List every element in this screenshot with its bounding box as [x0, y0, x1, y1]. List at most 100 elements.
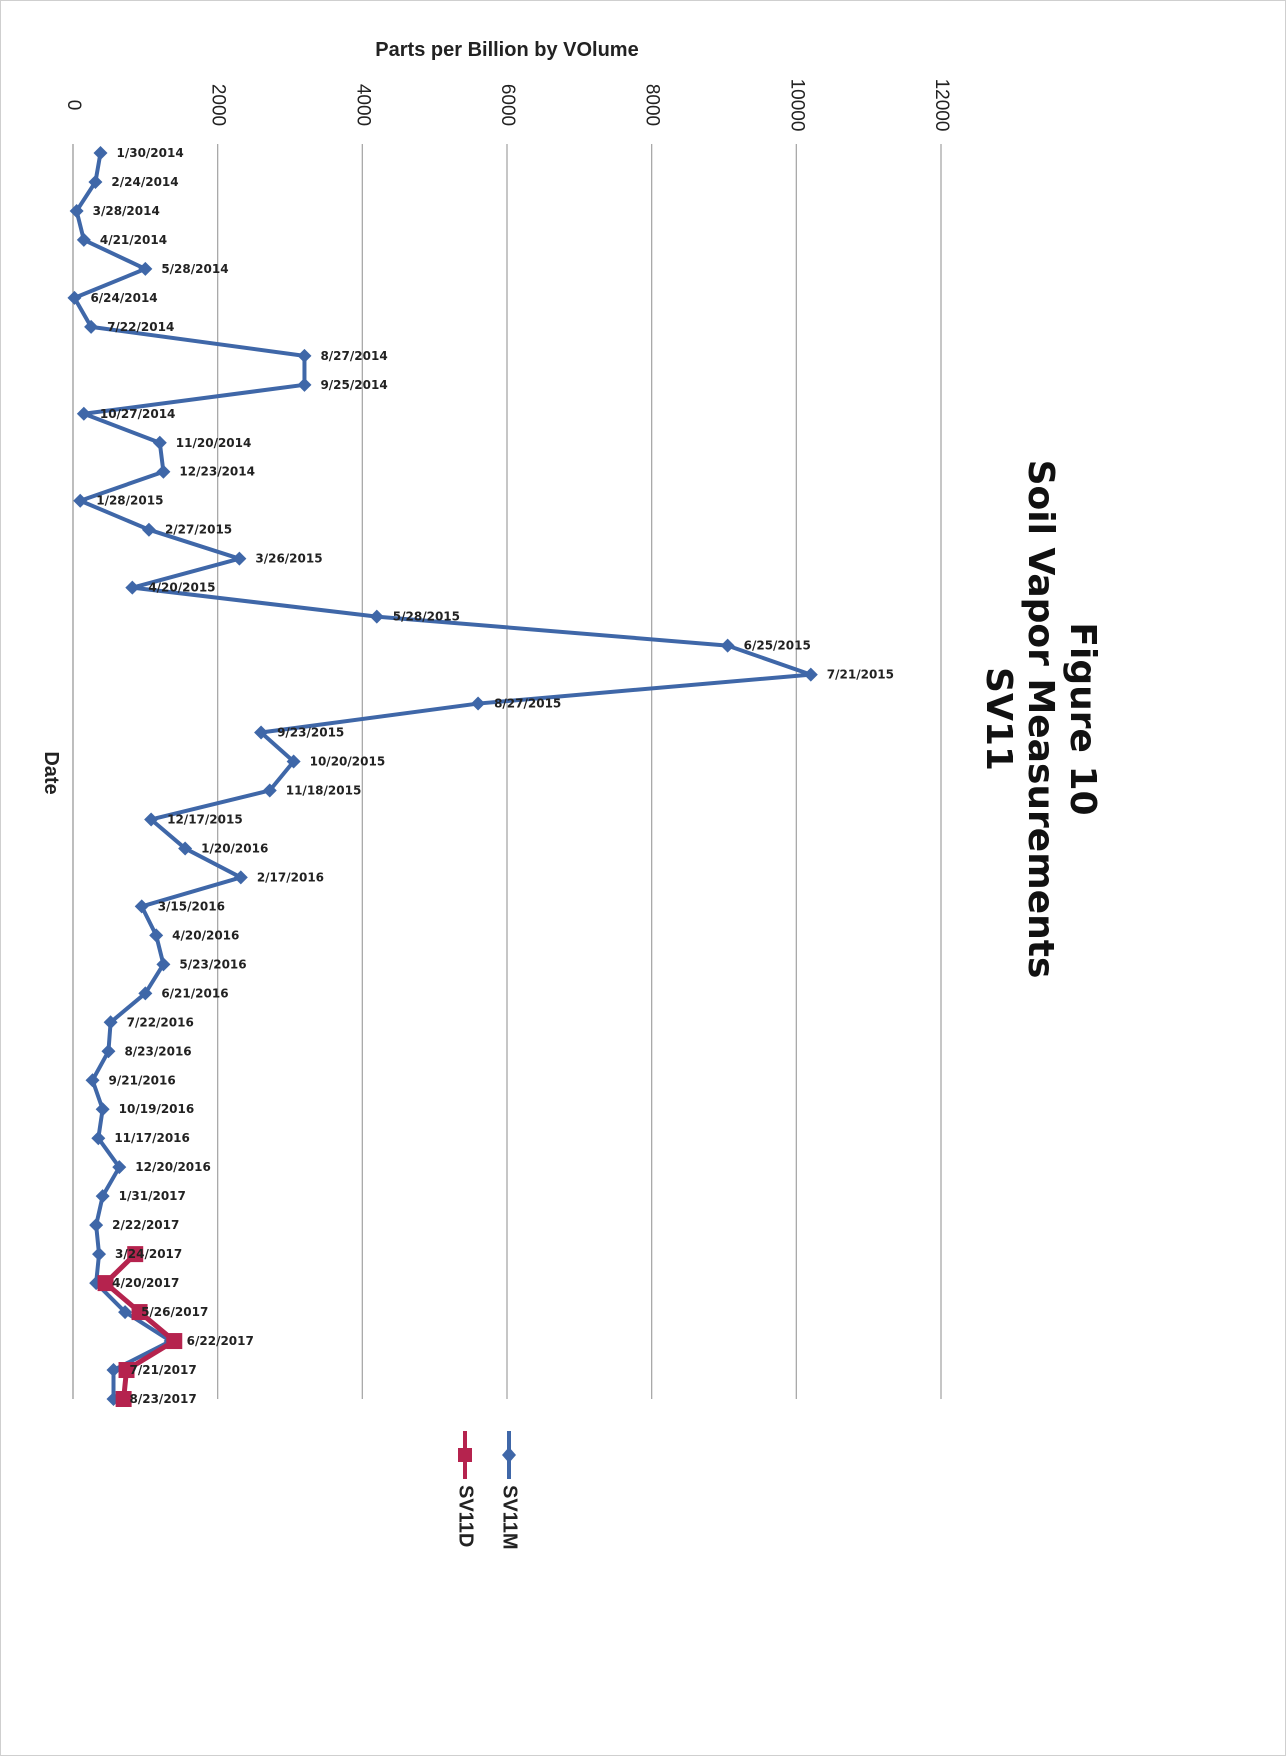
- data-point-SV11M: [76, 406, 91, 421]
- data-point-SV11M: [232, 551, 247, 566]
- data-point-SV11M: [233, 870, 248, 885]
- data-point-SV11M: [112, 1160, 127, 1175]
- x-tick-label: 4/21/2014: [100, 233, 167, 247]
- data-point-SV11M: [152, 435, 167, 450]
- y-tick-label: 10000: [786, 79, 807, 132]
- x-tick-label: 10/19/2016: [119, 1102, 195, 1116]
- x-axis-date-labels: 1/30/2014 2/24/2014 3/28/2014 4/21/2014 5/28…: [90, 146, 894, 1406]
- data-point-SV11M: [149, 928, 164, 943]
- x-tick-label: 6/22/2017: [187, 1334, 254, 1348]
- data-point-SV11M: [93, 146, 108, 160]
- x-tick-label: 9/21/2016: [109, 1073, 176, 1087]
- data-point-SV11D: [127, 1246, 144, 1263]
- x-tick-label: 2/22/2017: [112, 1218, 179, 1232]
- data-point-SV11M: [101, 1044, 116, 1059]
- figure-title-line: Figure 10: [1062, 622, 1103, 815]
- data-point-SV11M: [144, 812, 159, 827]
- x-tick-label: 6/25/2015: [744, 639, 811, 653]
- x-tick-label: 6/24/2014: [90, 291, 157, 305]
- y-tick-label: 12000: [931, 79, 952, 132]
- x-tick-label: 11/17/2016: [114, 1131, 190, 1145]
- x-tick-label: 10/27/2014: [100, 407, 176, 421]
- data-point-SV11M: [85, 1073, 100, 1088]
- x-tick-label: 4/20/2017: [112, 1276, 179, 1290]
- data-point-SV11M: [89, 1218, 104, 1233]
- data-point-SV11M: [118, 1305, 133, 1320]
- data-point-SV11D: [166, 1333, 183, 1350]
- data-point-SV11M: [471, 696, 486, 711]
- x-tick-label: 2/24/2014: [111, 175, 178, 189]
- data-point-SV11M: [286, 754, 301, 769]
- y-tick-label: 6000: [497, 84, 518, 126]
- x-tick-label: 3/24/2017: [115, 1247, 182, 1261]
- x-tick-label: 6/21/2016: [161, 986, 228, 1000]
- data-point-SV11M: [720, 638, 735, 653]
- x-tick-label: 12/20/2016: [135, 1160, 211, 1174]
- data-point-SV11M: [91, 1131, 106, 1146]
- data-point-SV11M: [95, 1189, 110, 1204]
- x-tick-label: 1/28/2015: [96, 494, 163, 508]
- data-point-SV11M: [67, 290, 82, 305]
- x-tick-label: 5/28/2014: [161, 262, 228, 276]
- data-point-SV11M: [141, 522, 156, 537]
- series-line-SV11M: [72, 152, 813, 1399]
- x-tick-label: 11/20/2014: [176, 436, 252, 450]
- x-tick-label: 8/27/2014: [320, 349, 387, 363]
- data-point-SV11M: [134, 899, 149, 914]
- x-tick-label: 8/23/2017: [130, 1392, 197, 1406]
- data-point-SV11M: [73, 493, 88, 508]
- y-axis-ticks: 0 2000 4000 6000 8000 10000 12000: [63, 79, 952, 132]
- data-point-SV11M: [88, 174, 103, 189]
- data-point-SV11M: [297, 377, 312, 392]
- figure-title-line: SV11: [978, 667, 1019, 771]
- x-tick-label: 8/27/2015: [494, 697, 561, 711]
- x-tick-label: 9/25/2014: [320, 378, 387, 392]
- x-tick-label: 5/23/2016: [179, 957, 246, 971]
- x-tick-label: 3/15/2016: [158, 899, 225, 913]
- y-tick-label: 8000: [642, 84, 663, 126]
- data-point-SV11M: [803, 667, 818, 682]
- x-tick-label: 2/27/2015: [165, 523, 232, 537]
- data-point-SV11D: [118, 1362, 135, 1379]
- data-point-SV11M: [369, 609, 384, 624]
- data-point-SV11M: [138, 986, 153, 1001]
- data-point-SV11M: [95, 1102, 110, 1117]
- data-point-SV11D: [131, 1304, 148, 1321]
- legend-marker: [458, 1448, 472, 1462]
- x-tick-label: 5/28/2015: [393, 610, 460, 624]
- legend-marker: [502, 1447, 516, 1463]
- x-tick-label: 1/31/2017: [119, 1189, 186, 1203]
- data-point-SV11D: [115, 1391, 132, 1407]
- x-tick-label: 7/22/2016: [127, 1015, 194, 1029]
- series-markers: [67, 146, 818, 1407]
- x-tick-label: 7/22/2014: [107, 320, 174, 334]
- series-lines: [72, 152, 813, 1400]
- legend: SV11M SV11D: [455, 1431, 521, 1549]
- data-point-SV11M: [103, 1015, 118, 1030]
- x-tick-label: 11/18/2015: [286, 783, 362, 797]
- gridlines: [72, 144, 942, 1399]
- data-point-SV11M: [125, 580, 140, 595]
- figure-title-line: Soil Vapor Measurements: [1020, 460, 1061, 979]
- data-point-SV11M: [254, 725, 269, 740]
- data-point-SV11M: [76, 232, 91, 247]
- data-point-SV11M: [262, 783, 277, 798]
- data-point-SV11M: [106, 1363, 121, 1378]
- x-tick-label: 4/20/2016: [172, 928, 239, 942]
- x-tick-label: 4/20/2015: [148, 581, 215, 595]
- x-tick-label: 1/30/2014: [116, 146, 183, 160]
- y-axis-title: Parts per Billion by VOlume: [375, 39, 638, 61]
- x-tick-label: 3/28/2014: [93, 204, 160, 218]
- x-tick-label: 2/17/2016: [257, 870, 324, 884]
- data-point-SV11M: [156, 464, 171, 479]
- x-tick-label: 7/21/2017: [130, 1363, 197, 1377]
- data-point-SV11D: [97, 1275, 114, 1292]
- data-point-SV11M: [92, 1247, 107, 1262]
- x-tick-label: 9/23/2015: [277, 726, 344, 740]
- x-tick-label: 12/17/2015: [167, 812, 243, 826]
- data-point-SV11M: [156, 957, 171, 972]
- x-tick-label: 8/23/2016: [124, 1044, 191, 1058]
